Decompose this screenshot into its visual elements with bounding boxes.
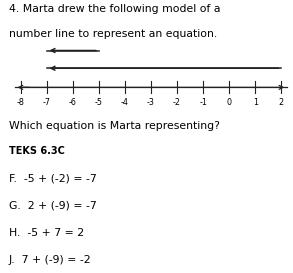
Text: -7: -7 (42, 98, 51, 107)
Text: -8: -8 (17, 98, 24, 107)
Text: 1: 1 (253, 98, 258, 107)
Text: 2: 2 (279, 98, 284, 107)
Text: 4. Marta drew the following model of a: 4. Marta drew the following model of a (9, 4, 220, 14)
Text: -5: -5 (95, 98, 103, 107)
Text: -3: -3 (147, 98, 155, 107)
Text: Which equation is Marta representing?: Which equation is Marta representing? (9, 121, 220, 132)
Text: 0: 0 (226, 98, 232, 107)
Text: G.  2 + (-9) = -7: G. 2 + (-9) = -7 (9, 201, 96, 211)
Text: -6: -6 (69, 98, 76, 107)
Text: J.  7 + (-9) = -2: J. 7 + (-9) = -2 (9, 255, 91, 265)
Text: number line to represent an equation.: number line to represent an equation. (9, 29, 217, 39)
Text: TEKS 6.3C: TEKS 6.3C (9, 146, 65, 156)
Text: -4: -4 (121, 98, 129, 107)
Text: F.  -5 + (-2) = -7: F. -5 + (-2) = -7 (9, 173, 96, 183)
Text: -1: -1 (199, 98, 207, 107)
Text: -2: -2 (173, 98, 181, 107)
Text: H.  -5 + 7 = 2: H. -5 + 7 = 2 (9, 228, 84, 238)
